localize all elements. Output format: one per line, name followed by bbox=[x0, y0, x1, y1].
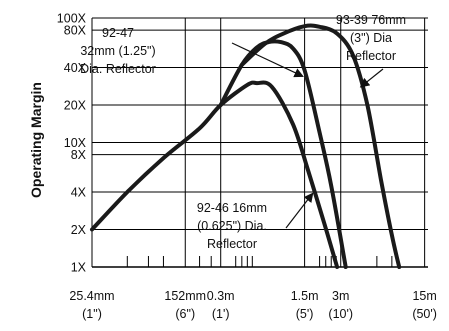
y-tick-label: 80X bbox=[64, 24, 87, 38]
series-curve-1 bbox=[218, 39, 348, 269]
grid-layer bbox=[91, 17, 428, 268]
y-axis-label: Operating Margin bbox=[28, 82, 44, 198]
x-tick-sublabel: (10') bbox=[328, 307, 353, 321]
x-tick-label: 25.4mm bbox=[69, 289, 114, 303]
series-curves bbox=[90, 23, 402, 269]
annotation-leader-arrow bbox=[359, 68, 384, 88]
annotation-line: 93-39 76mm bbox=[336, 13, 406, 27]
annotation-line: Reflector bbox=[346, 49, 396, 63]
series-curve-0 bbox=[90, 80, 340, 269]
y-tick-label: 2X bbox=[71, 223, 87, 237]
x-tick-sublabel: (1') bbox=[212, 307, 230, 321]
annotation-line: (0.625") Dia. bbox=[197, 219, 267, 233]
annotation-line: 92-47 bbox=[102, 26, 134, 40]
y-tick-label: 8X bbox=[71, 148, 87, 162]
series-annotation-0: 92-47 32mm (1.25") Dia. Reflector bbox=[80, 26, 304, 78]
series-curve-2 bbox=[239, 23, 402, 269]
x-tick-sublabel: (6") bbox=[175, 307, 195, 321]
annotation-line: 92-46 16mm bbox=[197, 201, 267, 215]
y-tick-label: 40X bbox=[64, 61, 87, 75]
annotation-line: Dia. Reflector bbox=[80, 62, 156, 76]
series-annotation-1: 93-39 76mm (3") Dia Reflector bbox=[336, 13, 406, 88]
y-tick-label: 100X bbox=[57, 12, 87, 26]
x-tick-label: 1.5m bbox=[291, 289, 319, 303]
x-tick-label: 152mm bbox=[164, 289, 206, 303]
x-tick-label: 3m bbox=[332, 289, 349, 303]
annotation-line: 32mm (1.25") bbox=[80, 44, 155, 58]
annotation-line: (3") Dia bbox=[350, 31, 392, 45]
x-tick-labels: 25.4mm (1") 152mm (6") 0.3m (1') 1.5m (5') 3m (10… bbox=[69, 289, 437, 321]
x-tick-label: 15m bbox=[412, 289, 436, 303]
annotation-line: Reflector bbox=[207, 237, 257, 251]
y-tick-label: 4X bbox=[71, 186, 87, 200]
x-tick-label: 0.3m bbox=[207, 289, 235, 303]
x-tick-sublabel: (5') bbox=[296, 307, 314, 321]
x-tick-sublabel: (50') bbox=[412, 307, 437, 321]
y-tick-label: 10X bbox=[64, 136, 87, 150]
annotation-leader-arrow bbox=[285, 192, 314, 229]
y-tick-label: 20X bbox=[64, 99, 87, 113]
series-annotation-2: 92-46 16mm (0.625") Dia. Reflector bbox=[197, 192, 314, 251]
annotation-leader-arrow bbox=[231, 42, 304, 78]
series-annotations: 92-47 32mm (1.25") Dia. Reflector 93-39 76m… bbox=[80, 13, 406, 251]
x-tick-sublabel: (1") bbox=[82, 307, 102, 321]
y-tick-label: 1X bbox=[71, 261, 87, 275]
